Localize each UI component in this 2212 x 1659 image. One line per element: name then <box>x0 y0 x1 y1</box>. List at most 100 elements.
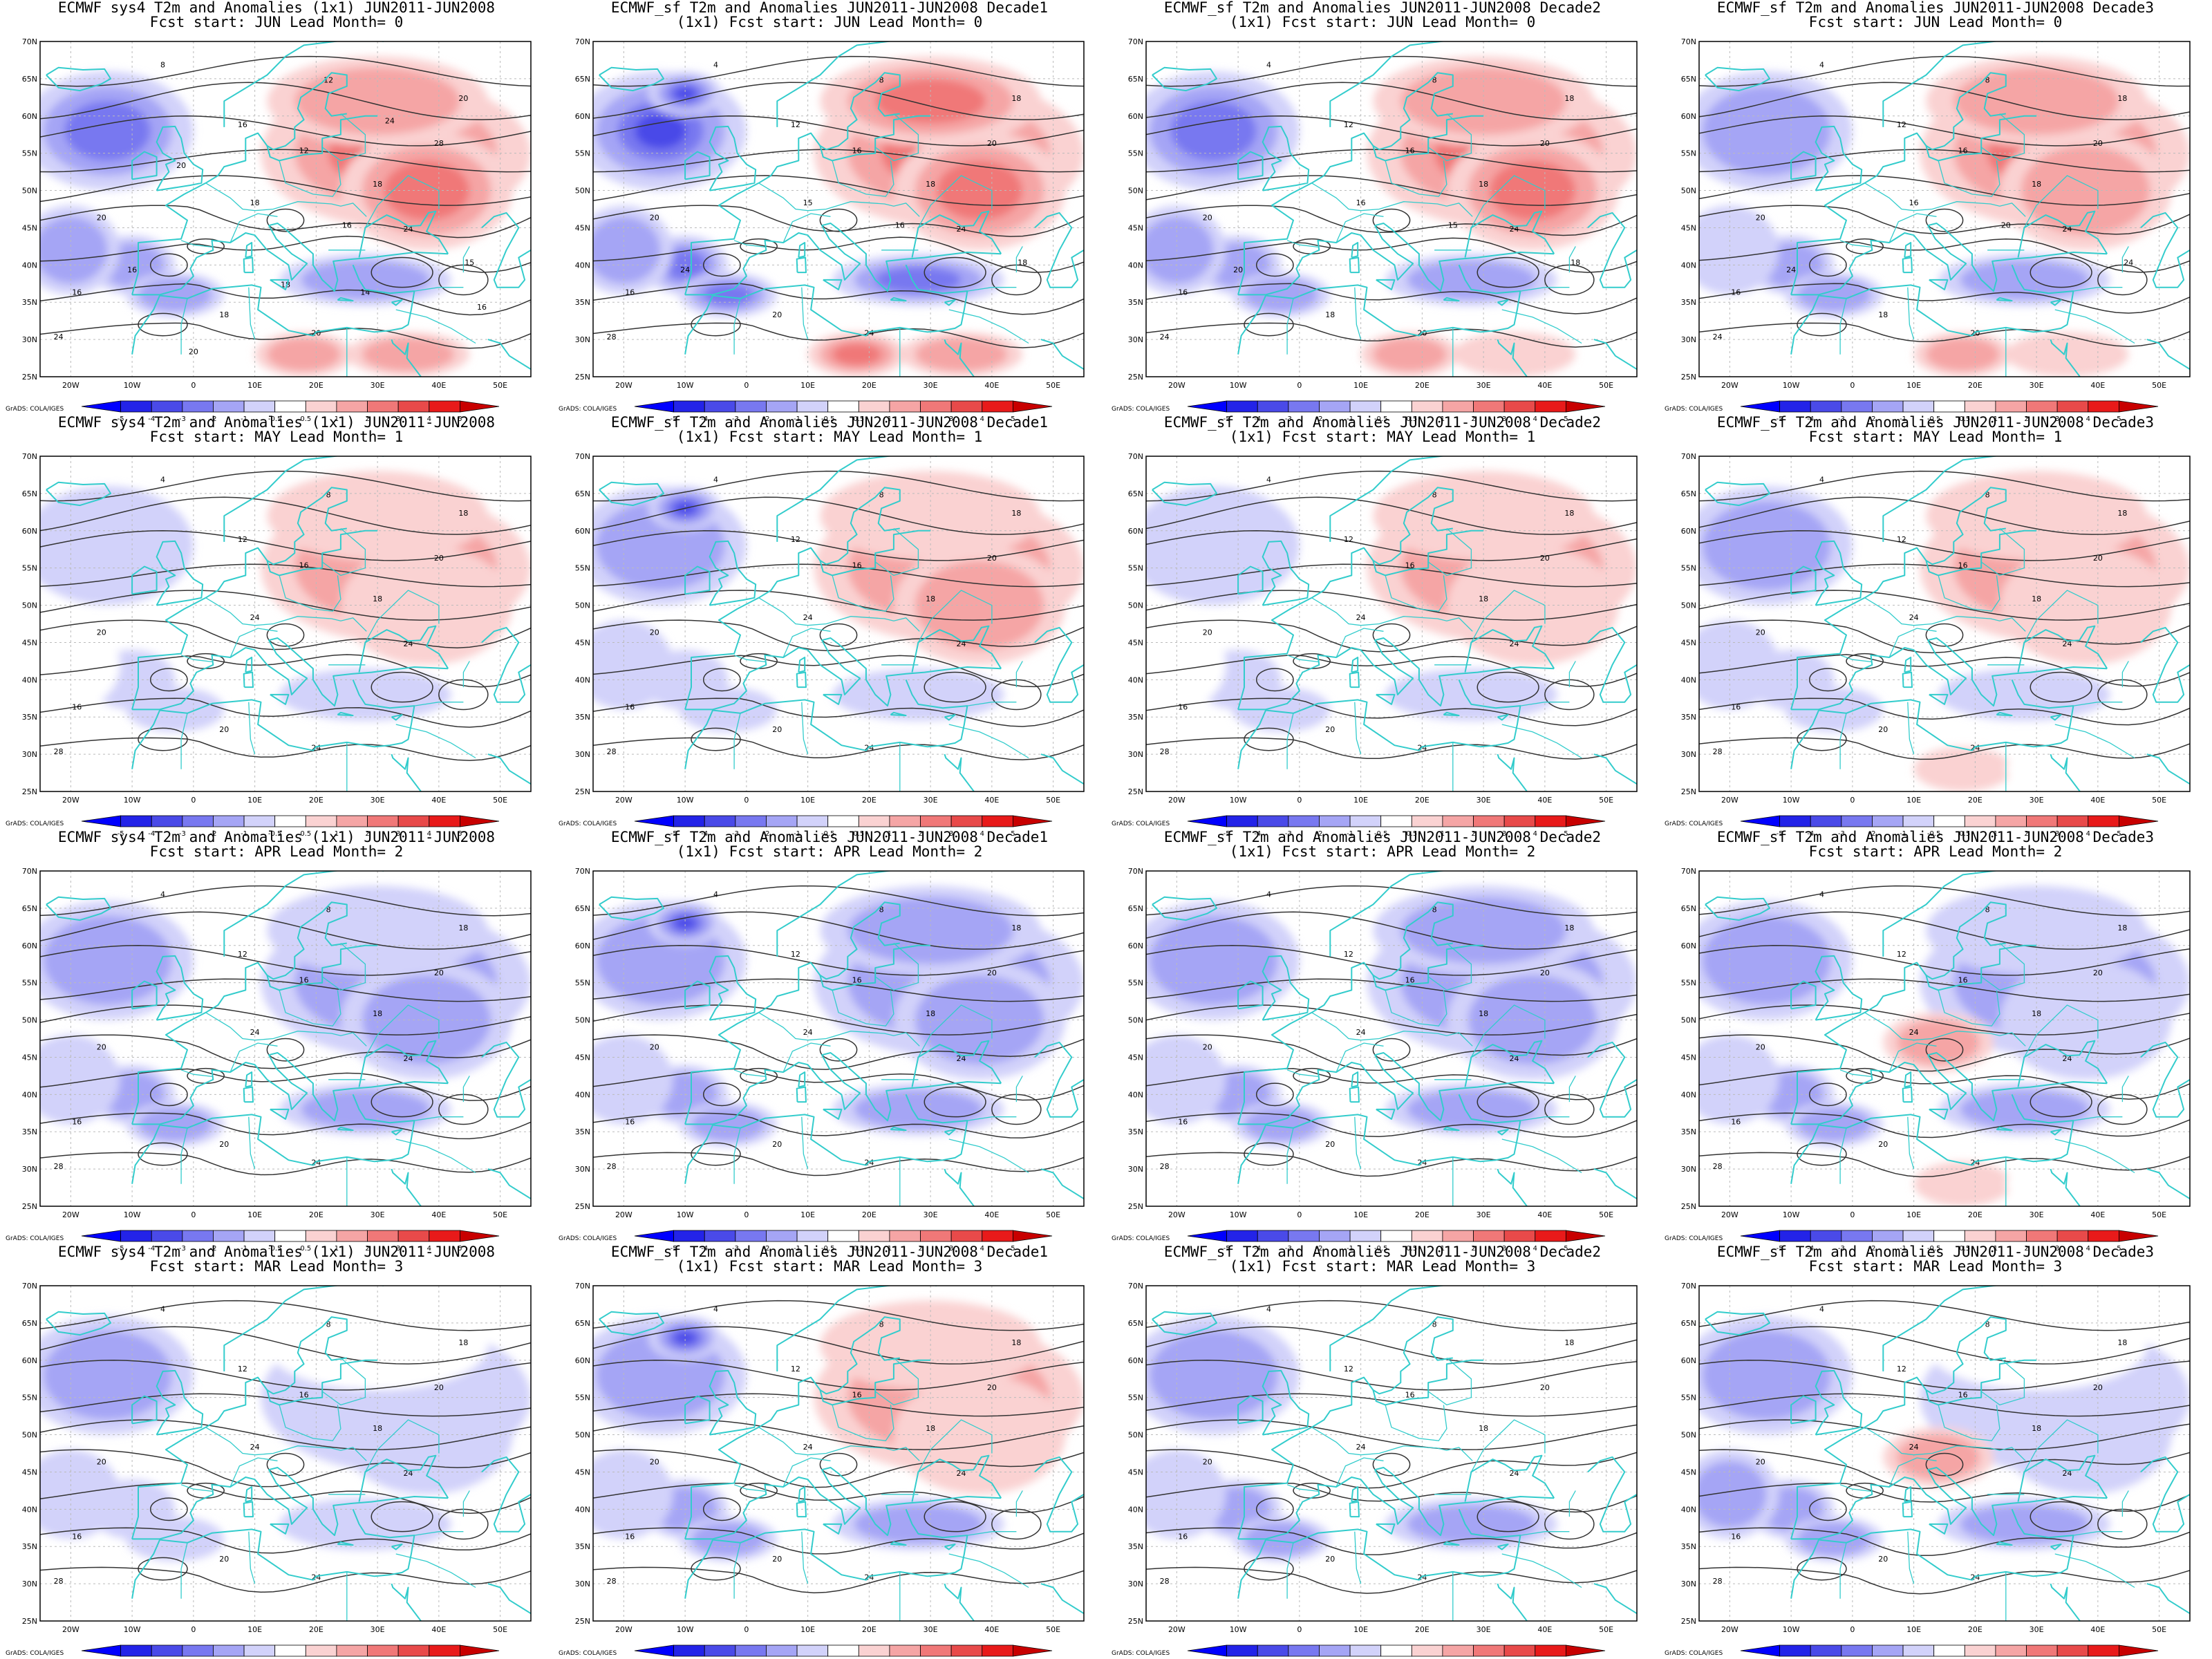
contour-label: 20 <box>1540 139 1550 148</box>
panel-title: ECMWF_sf T2m and Anomalies JUN2011-JUN20… <box>1716 1244 2155 1260</box>
colorbar-tick-label: 3 <box>2055 415 2059 423</box>
isotherm-contour <box>593 619 1084 652</box>
country-border <box>1980 528 2025 577</box>
colorbar-tick-label: -2 <box>209 1245 216 1253</box>
colorbar-tick-label: 5 <box>2117 830 2121 838</box>
colorbar-swatch <box>1473 1230 1505 1242</box>
coastline <box>1238 223 1555 296</box>
coastline <box>1237 1094 1521 1184</box>
isotherm-contour <box>1146 496 1637 535</box>
contour-label: 18 <box>1479 594 1488 603</box>
colorbar-swatch <box>1257 1644 1289 1657</box>
lon-tick-label: 20W <box>1168 796 1185 805</box>
coastline <box>2140 1041 2190 1118</box>
isotherm-contour <box>593 1566 1084 1593</box>
coastline <box>1237 679 1521 769</box>
coastline <box>1329 1286 1490 1371</box>
map-frame <box>1698 870 2191 1207</box>
anomaly-region <box>301 1089 430 1130</box>
map-panel: ECMWF_sf T2m and Anomalies JUN2011-JUN20… <box>553 1244 1106 1659</box>
country-border <box>1385 160 1447 197</box>
colorbar-swatch <box>766 1644 798 1657</box>
lon-tick-label: 20E <box>309 381 324 390</box>
colorbar-tick-label: -3 <box>1838 830 1845 838</box>
contour-label: 20 <box>1756 628 1765 637</box>
contour-label: 20 <box>97 214 106 223</box>
colorbar-swatch <box>367 400 399 413</box>
coastline <box>131 264 415 355</box>
isotherm-contour <box>1372 1452 1411 1477</box>
coastline <box>1593 339 1637 371</box>
coastline <box>776 871 937 957</box>
country-border <box>1568 246 1576 273</box>
contour-label: 18 <box>1011 1338 1021 1347</box>
colorbar-swatch <box>858 1230 890 1242</box>
lat-tick-label: 45N <box>1681 1468 1696 1477</box>
isotherm-contour <box>1146 1112 1637 1138</box>
coastline <box>1329 41 1490 127</box>
coastline <box>1929 279 1949 290</box>
isotherm-contour <box>1146 697 1637 727</box>
coastline <box>270 693 290 705</box>
lat-tick-label: 50N <box>575 1431 590 1440</box>
lon-tick-label: 10E <box>1353 1210 1368 1219</box>
country-border <box>1354 702 1362 755</box>
contour-label: 8 <box>879 490 884 499</box>
lat-tick-label: 25N <box>1128 787 1143 796</box>
colorbar-swatch <box>151 815 183 827</box>
lat-tick-label: 35N <box>1681 713 1696 722</box>
isotherm-contour <box>40 1152 531 1176</box>
coastline <box>1376 1108 1396 1120</box>
colorbar-tick-label: 2 <box>918 1245 922 1253</box>
country-border <box>2054 1138 2135 1174</box>
isotherm-contour <box>40 1527 531 1554</box>
isotherm-contour <box>924 256 986 288</box>
colorbar-tick-label: -3 <box>732 830 739 838</box>
colorbar-swatch <box>634 1644 675 1657</box>
lat-tick-label: 70N <box>1128 452 1143 461</box>
anomaly-region <box>362 337 455 371</box>
colorbar-swatch <box>1411 815 1443 827</box>
isotherm-contour <box>40 82 531 120</box>
colorbar-tick-label: -0.5 <box>821 415 835 423</box>
map-panel: ECMWF_sf T2m and Anomalies JUN2011-JUN20… <box>553 830 1106 1253</box>
colorbar-swatch <box>2118 815 2159 827</box>
isotherm-contour <box>1797 312 1847 337</box>
lat-tick-label: 55N <box>575 979 590 988</box>
contour-label: 18 <box>1564 924 1574 932</box>
country-border <box>1938 1405 2000 1441</box>
contour-label: 20 <box>1203 628 1212 637</box>
lat-tick-label: 70N <box>575 37 590 46</box>
contour-label: 20 <box>1540 554 1550 563</box>
coastline <box>156 1369 204 1436</box>
country-border <box>229 1042 278 1073</box>
lon-tick-label: 20W <box>62 796 79 805</box>
colorbar-swatch <box>274 1644 306 1657</box>
colorbar-swatch <box>673 1230 705 1242</box>
panel-title: ECMWF_sf T2m and Anomalies JUN2011-JUN20… <box>1716 0 2155 16</box>
country-border <box>364 590 440 643</box>
colorbar-swatch <box>1565 1230 1606 1242</box>
colorbar-tick-label: 2 <box>1471 830 1475 838</box>
lon-tick-label: 0 <box>191 381 196 390</box>
lat-tick-label: 40N <box>1681 675 1696 684</box>
isotherm-contour <box>1699 175 2190 206</box>
grads-credit: GrADS: COLA/IGES <box>1665 406 1723 413</box>
coastline <box>798 1486 806 1503</box>
coastline <box>709 1369 757 1436</box>
coastline <box>1925 1316 2007 1395</box>
contour-label: 8 <box>326 490 331 499</box>
coastline <box>1902 256 1913 274</box>
isotherm-contour <box>593 1419 1084 1450</box>
colorbar-swatch <box>274 1230 306 1242</box>
coastline <box>487 1583 531 1615</box>
contour-label: 16 <box>1405 561 1415 570</box>
contour-label: 20 <box>650 628 659 637</box>
colorbar-tick-label: -5 <box>1224 1245 1230 1253</box>
country-border <box>180 1484 214 1492</box>
isotherm-contour <box>1699 945 2190 976</box>
coastline <box>776 41 937 127</box>
coastline <box>685 637 1002 711</box>
lat-tick-label: 55N <box>22 1394 37 1403</box>
country-border <box>1888 1042 1937 1073</box>
